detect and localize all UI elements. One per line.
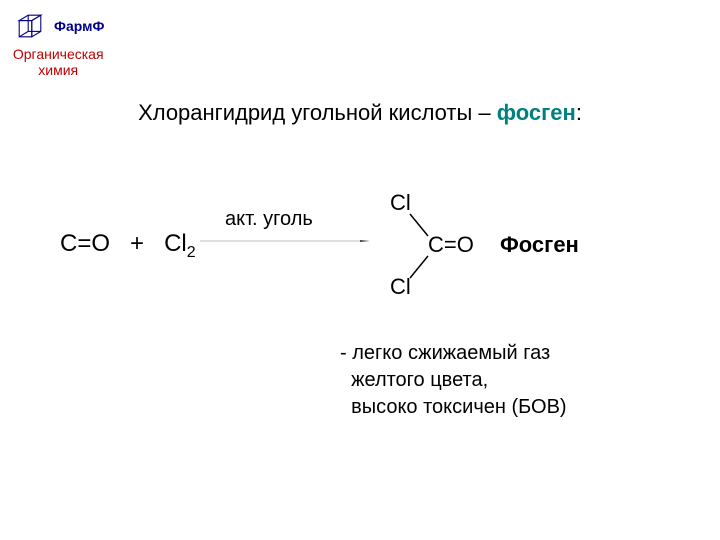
reactant-co: C=O [60,230,110,257]
desc-line-1: - легко сжижаемый газ [340,340,567,367]
arrow-label: акт. уголь [225,208,313,231]
faculty-label: ФармФ [54,18,104,34]
reactant-cl2-base: Cl [164,230,187,257]
title-suffix: : [576,100,582,125]
product-name: Фосген [500,232,579,258]
reactants: C=O + Cl2 [60,230,196,262]
reaction-arrow-icon [200,240,370,242]
logo-row: ФармФ [12,8,104,44]
reaction-diagram: C=O + Cl2 акт. уголь Cl C=O Cl Фосген [0,190,720,310]
desc-line-3: высоко токсичен (БОВ) [340,394,567,421]
reactant-cl2-sub: 2 [187,244,196,261]
title-highlight: фосген [497,100,576,125]
desc-line-2: желтого цвета, [340,367,567,394]
title-main: Хлорангидрид угольной кислоты – [138,100,497,125]
product-co: C=O [428,232,474,257]
plus-sign: + [130,230,144,257]
phosgene-structure-icon: Cl C=O Cl [380,190,490,300]
subject-label: Органическая химия [12,46,104,78]
description-block: - легко сжижаемый газ желтого цвета, выс… [340,340,567,421]
slide-header: ФармФ Органическая химия [12,8,104,78]
product-structure: Cl C=O Cl [380,190,490,306]
product-cl-bot: Cl [390,274,411,299]
cube-icon [12,8,48,44]
product-cl-top: Cl [390,190,411,215]
slide-title: Хлорангидрид угольной кислоты – фосген: [0,100,720,126]
